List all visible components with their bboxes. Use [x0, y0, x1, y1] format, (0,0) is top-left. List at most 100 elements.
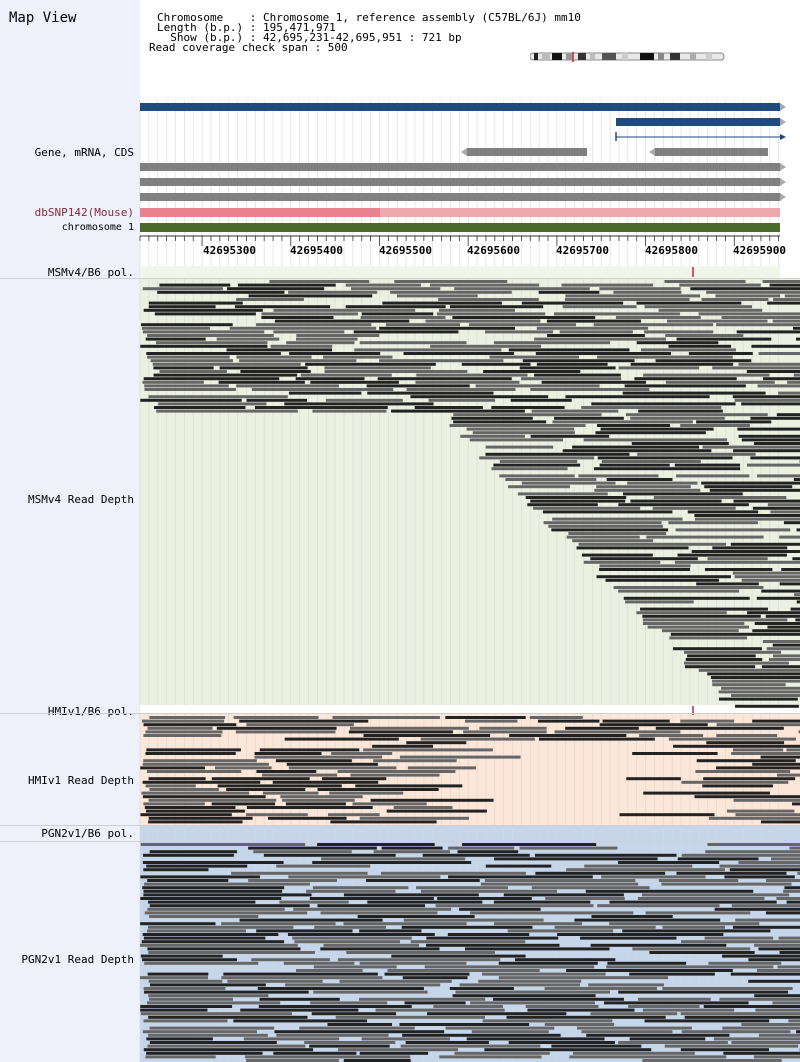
read-alignment[interactable] — [404, 1001, 466, 1005]
read-alignment[interactable] — [143, 893, 312, 897]
read-alignment[interactable] — [599, 723, 708, 727]
read-alignment[interactable] — [508, 348, 630, 352]
read-alignment[interactable] — [469, 323, 577, 327]
read-alignment[interactable] — [675, 528, 791, 532]
read-alignment[interactable] — [273, 308, 416, 312]
read-alignment[interactable] — [779, 582, 800, 586]
read-alignment[interactable] — [599, 287, 681, 291]
read-alignment[interactable] — [738, 861, 800, 864]
read-alignment[interactable] — [606, 965, 774, 969]
read-alignment[interactable] — [148, 900, 256, 904]
read-alignment[interactable] — [770, 857, 800, 861]
read-alignment[interactable] — [148, 994, 269, 998]
read-alignment[interactable] — [147, 1001, 281, 1005]
read-alignment[interactable] — [140, 954, 223, 958]
read-alignment[interactable] — [578, 542, 727, 546]
read-alignment[interactable] — [529, 716, 583, 719]
read-alignment[interactable] — [143, 936, 266, 940]
read-alignment[interactable] — [227, 979, 323, 983]
read-alignment[interactable] — [147, 929, 247, 933]
read-alignment[interactable] — [360, 316, 446, 319]
read-alignment[interactable] — [246, 806, 373, 809]
read-alignment[interactable] — [149, 1026, 275, 1030]
read-alignment[interactable] — [730, 972, 800, 976]
read-alignment[interactable] — [144, 388, 236, 391]
read-alignment[interactable] — [741, 1023, 800, 1026]
read-alignment[interactable] — [565, 726, 639, 730]
read-alignment[interactable] — [698, 668, 800, 672]
read-alignment[interactable] — [642, 622, 745, 625]
read-alignment[interactable] — [733, 499, 800, 503]
read-alignment[interactable] — [320, 911, 438, 915]
read-alignment[interactable] — [328, 813, 380, 817]
read-alignment[interactable] — [669, 636, 748, 640]
read-alignment[interactable] — [433, 1005, 503, 1008]
read-alignment[interactable] — [145, 1055, 216, 1059]
read-alignment[interactable] — [366, 879, 480, 882]
read-alignment[interactable] — [591, 915, 673, 918]
read-alignment[interactable] — [424, 965, 595, 969]
read-alignment[interactable] — [640, 348, 736, 352]
read-alignment[interactable] — [304, 1041, 396, 1044]
dbsnp-bar-dark[interactable] — [140, 208, 380, 217]
read-alignment[interactable] — [146, 1037, 213, 1041]
read-alignment[interactable] — [211, 802, 276, 806]
read-alignment[interactable] — [147, 947, 301, 951]
transcript-bar[interactable] — [140, 178, 780, 186]
read-alignment[interactable] — [593, 323, 714, 327]
read-alignment[interactable] — [274, 1030, 445, 1034]
read-alignment[interactable] — [416, 886, 508, 890]
read-alignment[interactable] — [644, 1019, 770, 1023]
read-alignment[interactable] — [781, 568, 800, 571]
read-alignment[interactable] — [149, 915, 259, 918]
read-alignment[interactable] — [219, 366, 308, 370]
read-alignment[interactable] — [569, 1055, 727, 1059]
read-alignment[interactable] — [795, 337, 800, 341]
read-alignment[interactable] — [321, 857, 466, 861]
transcript-bar[interactable] — [140, 163, 780, 171]
read-alignment[interactable] — [295, 969, 363, 972]
read-alignment[interactable] — [695, 770, 791, 773]
read-alignment[interactable] — [536, 326, 649, 330]
read-alignment[interactable] — [146, 352, 281, 355]
read-alignment[interactable] — [144, 990, 309, 994]
read-alignment[interactable] — [602, 719, 670, 723]
read-alignment[interactable] — [521, 377, 622, 381]
read-alignment[interactable] — [153, 406, 246, 409]
read-alignment[interactable] — [146, 1051, 263, 1055]
read-alignment[interactable] — [394, 280, 508, 283]
read-alignment[interactable] — [735, 918, 800, 922]
read-alignment[interactable] — [148, 820, 243, 824]
read-alignment[interactable] — [400, 1044, 541, 1048]
read-alignment[interactable] — [642, 614, 761, 618]
read-alignment[interactable] — [499, 474, 575, 478]
read-alignment[interactable] — [572, 1051, 695, 1055]
read-alignment[interactable] — [158, 402, 267, 406]
read-alignment[interactable] — [645, 911, 751, 915]
read-alignment[interactable] — [351, 287, 441, 291]
read-alignment[interactable] — [639, 734, 704, 737]
read-alignment[interactable] — [410, 395, 549, 399]
read-alignment[interactable] — [746, 463, 800, 467]
read-alignment[interactable] — [141, 940, 285, 944]
read-alignment[interactable] — [379, 326, 515, 330]
read-alignment[interactable] — [142, 762, 269, 766]
read-alignment[interactable] — [484, 879, 636, 882]
read-alignment[interactable] — [258, 1005, 412, 1008]
read-alignment[interactable] — [466, 1037, 605, 1041]
read-alignment[interactable] — [296, 334, 380, 337]
read-alignment[interactable] — [606, 478, 673, 481]
read-alignment[interactable] — [712, 683, 786, 687]
read-alignment[interactable] — [144, 961, 259, 965]
read-alignment[interactable] — [379, 359, 504, 363]
read-alignment[interactable] — [367, 391, 494, 395]
read-alignment[interactable] — [533, 506, 641, 510]
read-alignment[interactable] — [420, 889, 558, 893]
read-alignment[interactable] — [216, 726, 337, 730]
read-alignment[interactable] — [754, 622, 800, 625]
read-alignment[interactable] — [613, 586, 764, 589]
read-alignment[interactable] — [475, 384, 600, 388]
read-alignment[interactable] — [731, 694, 800, 697]
read-alignment[interactable] — [422, 853, 530, 857]
read-alignment[interactable] — [345, 283, 422, 287]
